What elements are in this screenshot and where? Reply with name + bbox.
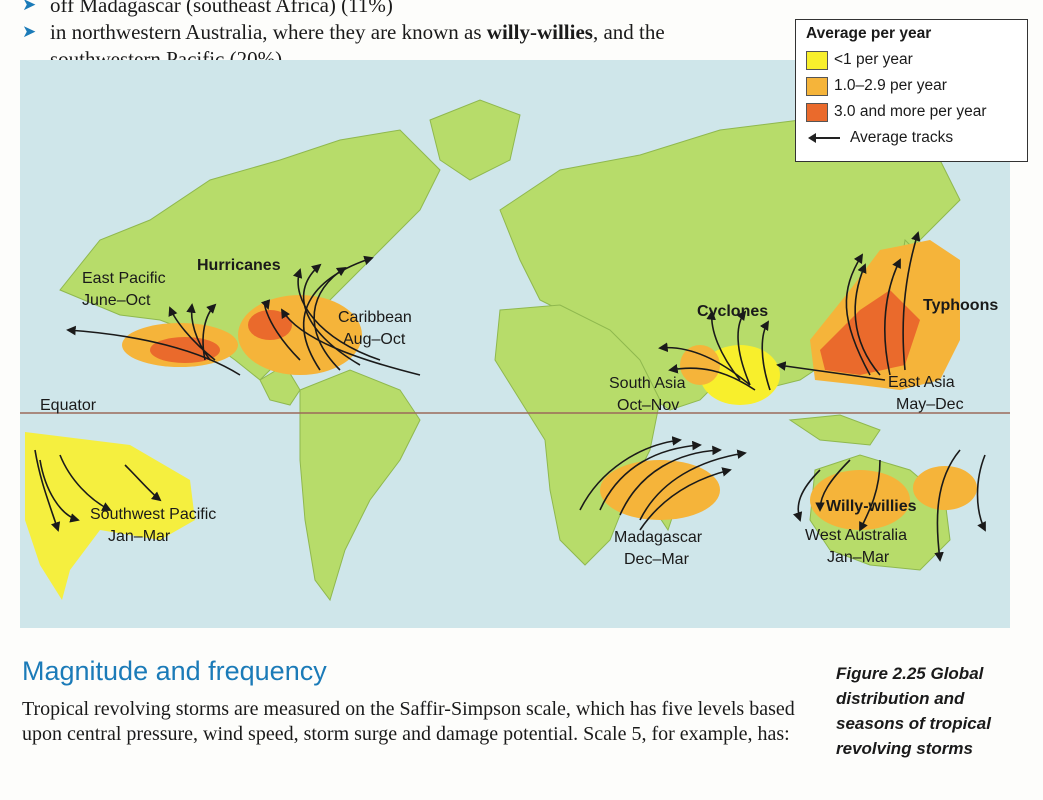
section-body: Tropical revolving storms are measured o… [22, 698, 795, 745]
track [658, 342, 751, 386]
label-east-pacific-season: June–Oct [82, 292, 151, 309]
world-map: Hurricanes East Pacific June–Oct Caribbe… [20, 60, 1010, 628]
south-america [299, 369, 421, 602]
legend-item-tracks: Average tracks [806, 125, 1017, 151]
track [302, 263, 361, 366]
bullet-arrow-icon: ➤ [22, 22, 37, 42]
legend-swatch-low [806, 50, 828, 70]
track [793, 469, 821, 522]
legend-label: Average tracks [850, 129, 954, 146]
legend-title: Average per year [806, 25, 932, 42]
legend-item-high: 3.0 and more per year [806, 99, 1017, 125]
label-south-asia: South Asia [609, 375, 686, 392]
label-typhoons: Typhoons [923, 297, 998, 314]
label-hurricanes: Hurricanes [197, 257, 281, 274]
track [706, 310, 741, 381]
track [619, 445, 722, 516]
label-west-australia-season: Jan–Mar [827, 549, 890, 566]
track [59, 454, 112, 511]
map-labels: Hurricanes East Pacific June–Oct Caribbe… [40, 257, 998, 568]
track [261, 299, 301, 361]
track [168, 306, 216, 361]
bullet-text: off Madagascar (southeast Africa) (11%) [50, 0, 393, 17]
track [599, 440, 702, 511]
zone-south-asia [700, 345, 780, 405]
zone-caribbean-high [248, 310, 292, 340]
track [859, 459, 881, 532]
legend-swatch-medium [806, 76, 828, 96]
track [66, 325, 241, 376]
label-west-australia: West Australia [805, 527, 907, 544]
label-south-asia-season: Oct–Nov [617, 397, 679, 414]
track [815, 459, 851, 512]
legend-label: 3.0 and more per year [834, 103, 987, 120]
bullet-text-bold: willy-willies [486, 20, 593, 44]
label-madagascar-season: Dec–Mar [624, 551, 690, 568]
bullet-australia: ➤ in northwestern Australia, where they … [22, 19, 782, 73]
track [579, 436, 682, 511]
label-east-asia-season: May–Dec [896, 396, 964, 413]
bullet-madagascar: ➤ off Madagascar (southeast Africa) (11%… [22, 0, 782, 19]
track [976, 454, 986, 532]
track [124, 464, 162, 502]
legend-swatch-high [806, 102, 828, 122]
track [302, 255, 374, 371]
track [845, 253, 871, 376]
track [736, 310, 751, 386]
zone-sw-pacific [25, 432, 195, 600]
zone-madagascar [600, 460, 720, 520]
track [884, 258, 901, 376]
zone-ne-australia [913, 466, 977, 510]
label-caribbean-season: Aug–Oct [343, 331, 406, 348]
track [186, 303, 211, 361]
legend-label: 1.0–2.9 per year [834, 77, 947, 94]
label-east-pacific: East Pacific [82, 270, 166, 287]
zone-east-asia-high [820, 290, 920, 375]
label-equator: Equator [40, 397, 97, 414]
label-sw-pacific: Southwest Pacific [90, 506, 216, 523]
track [902, 231, 921, 371]
greenland [429, 99, 521, 181]
label-caribbean: Caribbean [338, 309, 412, 326]
track [934, 449, 961, 562]
bullet-text-pre: in northwestern Australia, where they ar… [50, 20, 487, 44]
legend-item-medium: 1.0–2.9 per year [806, 73, 1017, 99]
track [39, 459, 80, 523]
storm-tracks [34, 231, 986, 562]
bullet-arrow-icon: ➤ [22, 0, 37, 15]
track [34, 449, 61, 532]
map-legend: Average per year <1 per year 1.0–2.9 per… [795, 19, 1028, 162]
figure-caption: Figure 2.25 Global distribution and seas… [836, 664, 991, 758]
legend-item-low: <1 per year [806, 47, 1017, 73]
track [759, 320, 771, 391]
label-willy-willies: Willy-willies [826, 498, 917, 515]
indonesia [788, 414, 881, 446]
track [668, 364, 756, 391]
section-heading: Magnitude and frequency [22, 656, 327, 686]
track [776, 361, 886, 381]
track [854, 263, 881, 376]
label-cyclones: Cyclones [697, 303, 768, 320]
track [639, 449, 747, 521]
label-madagascar: Madagascar [614, 529, 703, 546]
track [202, 303, 217, 361]
track-arrow-icon [808, 133, 840, 143]
bullet-text-post: , and the [592, 20, 665, 44]
zone-west-australia [810, 470, 910, 530]
legend-label: <1 per year [834, 51, 913, 68]
label-east-asia: East Asia [888, 374, 955, 391]
bullet-list: ➤ off Madagascar (southeast Africa) (11%… [22, 0, 782, 73]
track [639, 467, 732, 531]
zone-south-asia-mid [680, 345, 720, 385]
label-sw-pacific-season: Jan–Mar [108, 528, 171, 545]
